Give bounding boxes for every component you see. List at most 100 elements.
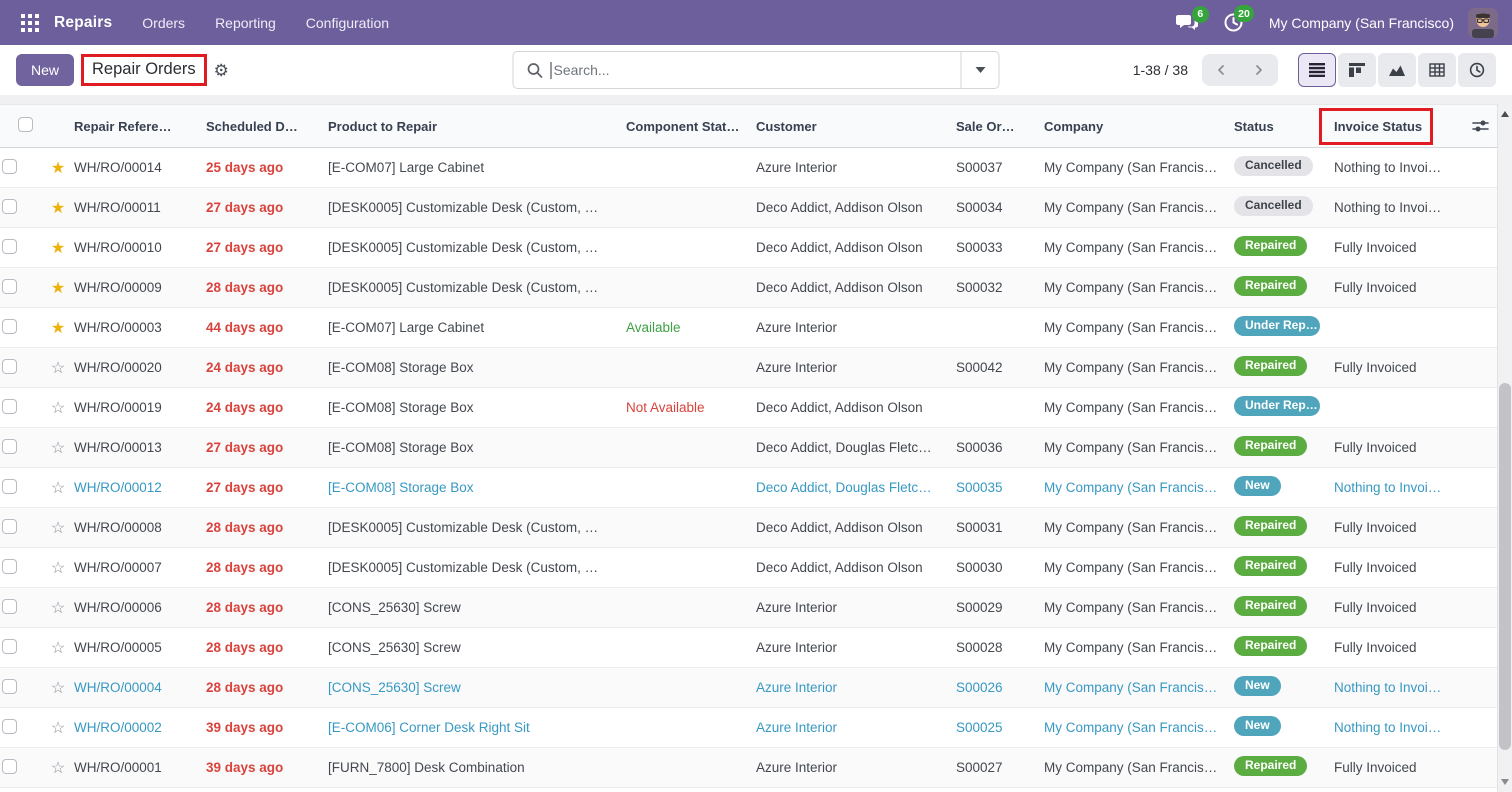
- search-dropdown-toggle[interactable]: [960, 52, 999, 88]
- adjust-columns-button[interactable]: [1464, 118, 1497, 134]
- favorite-star[interactable]: ☆: [50, 519, 66, 537]
- activities-count-badge: 20: [1234, 5, 1254, 22]
- table-row[interactable]: ☆ WH/RO/00006 28 days ago [CONS_25630] S…: [0, 588, 1497, 628]
- pivot-view-button[interactable]: [1418, 53, 1456, 87]
- column-header-sale-order[interactable]: Sale Or…: [956, 118, 1015, 134]
- row-checkbox[interactable]: [2, 398, 17, 414]
- favorite-star[interactable]: ☆: [50, 359, 66, 377]
- table-row[interactable]: ★ WH/RO/00009 28 days ago [DESK0005] Cus…: [0, 268, 1497, 308]
- new-button[interactable]: New: [16, 54, 75, 86]
- table-row[interactable]: ☆ WH/RO/00001 39 days ago [FURN_7800] De…: [0, 748, 1497, 788]
- sale-order: S00027: [956, 760, 1003, 775]
- vertical-scrollbar[interactable]: [1497, 104, 1512, 792]
- user-company-name[interactable]: My Company (San Francisco): [1268, 14, 1454, 31]
- title-annotation-box: Repair Orders: [81, 54, 207, 86]
- messages-button[interactable]: 6: [1175, 5, 1209, 32]
- invoice-status: Fully Invoiced: [1334, 240, 1417, 255]
- user-avatar[interactable]: [1468, 7, 1498, 38]
- company: My Company (San Francis…: [1044, 360, 1218, 375]
- table-row[interactable]: ★ WH/RO/00011 27 days ago [DESK0005] Cus…: [0, 188, 1497, 228]
- nav-menu-orders[interactable]: Orders: [142, 14, 186, 31]
- table-row[interactable]: ☆ WH/RO/00020 24 days ago [E-COM08] Stor…: [0, 348, 1497, 388]
- table-row[interactable]: ☆ WH/RO/00005 28 days ago [CONS_25630] S…: [0, 628, 1497, 668]
- row-checkbox[interactable]: [2, 718, 17, 734]
- row-checkbox[interactable]: [2, 318, 17, 334]
- favorite-star[interactable]: ☆: [50, 479, 66, 497]
- column-header-company[interactable]: Company: [1044, 118, 1104, 134]
- favorite-star[interactable]: ☆: [50, 639, 66, 657]
- search-input[interactable]: [551, 61, 961, 79]
- favorite-star[interactable]: ☆: [50, 399, 66, 417]
- favorite-star[interactable]: ☆: [50, 439, 66, 457]
- invoice-status: Fully Invoiced: [1334, 640, 1417, 655]
- column-header-status[interactable]: Status: [1234, 118, 1274, 134]
- column-header-product[interactable]: Product to Repair: [328, 118, 438, 134]
- row-checkbox[interactable]: [2, 558, 17, 574]
- row-checkbox[interactable]: [2, 158, 17, 174]
- nav-menu-reporting[interactable]: Reporting: [215, 14, 276, 31]
- row-checkbox[interactable]: [2, 478, 17, 494]
- status-cell: New: [1232, 676, 1332, 699]
- table-row[interactable]: ☆ WH/RO/00012 27 days ago [E-COM08] Stor…: [0, 468, 1497, 508]
- product-to-repair: [CONS_25630] Screw: [328, 640, 461, 655]
- favorite-star[interactable]: ☆: [50, 559, 66, 577]
- favorite-star[interactable]: ☆: [50, 759, 66, 777]
- kanban-view-button[interactable]: [1338, 53, 1376, 87]
- table-row[interactable]: ☆ WH/RO/00013 27 days ago [E-COM08] Stor…: [0, 428, 1497, 468]
- row-checkbox[interactable]: [2, 198, 17, 214]
- scrollbar-thumb[interactable]: [1499, 383, 1511, 750]
- column-header-customer[interactable]: Customer: [756, 118, 817, 134]
- row-checkbox[interactable]: [2, 678, 17, 694]
- favorite-star[interactable]: ☆: [50, 679, 66, 697]
- table-row[interactable]: ☆ WH/RO/00002 39 days ago [E-COM06] Corn…: [0, 708, 1497, 748]
- column-header-component-status[interactable]: Component Stat…: [626, 118, 740, 134]
- row-checkbox[interactable]: [2, 518, 17, 534]
- row-checkbox[interactable]: [2, 278, 17, 294]
- column-header-scheduled-date[interactable]: Scheduled D…: [206, 118, 298, 134]
- row-checkbox[interactable]: [2, 438, 17, 454]
- row-checkbox-cell: [0, 558, 44, 577]
- invoice-status: Nothing to Invoi…: [1334, 720, 1442, 735]
- row-checkbox[interactable]: [2, 238, 17, 254]
- favorite-star[interactable]: ★: [50, 279, 66, 297]
- favorite-star[interactable]: ★: [50, 239, 66, 257]
- table-row[interactable]: ☆ WH/RO/00008 28 days ago [DESK0005] Cus…: [0, 508, 1497, 548]
- favorite-star[interactable]: ★: [50, 319, 66, 337]
- activities-button[interactable]: 20: [1224, 5, 1254, 32]
- table-row[interactable]: ☆ WH/RO/00004 28 days ago [CONS_25630] S…: [0, 668, 1497, 708]
- list-view-button[interactable]: [1298, 53, 1336, 87]
- status-badge: Repaired: [1234, 556, 1308, 576]
- table-row[interactable]: ★ WH/RO/00014 25 days ago [E-COM07] Larg…: [0, 148, 1497, 188]
- favorite-star[interactable]: ★: [50, 199, 66, 217]
- scrollbar-up-arrow[interactable]: [1501, 111, 1509, 117]
- scrollbar-down-arrow[interactable]: [1501, 779, 1509, 785]
- gear-icon[interactable]: ⚙: [213, 60, 229, 80]
- repair-reference: WH/RO/00009: [74, 280, 162, 295]
- graph-view-button[interactable]: [1378, 53, 1416, 87]
- favorite-star[interactable]: ★: [50, 159, 66, 177]
- repair-reference: WH/RO/00011: [74, 200, 161, 215]
- activity-view-button[interactable]: [1458, 53, 1496, 87]
- pager-previous-button[interactable]: [1202, 54, 1240, 86]
- table-row[interactable]: ★ WH/RO/00010 27 days ago [DESK0005] Cus…: [0, 228, 1497, 268]
- table-row[interactable]: ☆ WH/RO/00007 28 days ago [DESK0005] Cus…: [0, 548, 1497, 588]
- row-checkbox[interactable]: [2, 358, 17, 374]
- row-checkbox[interactable]: [2, 758, 17, 774]
- favorite-star[interactable]: ☆: [50, 599, 66, 617]
- column-header-invoice-status[interactable]: Invoice Status: [1334, 118, 1423, 134]
- company: My Company (San Francis…: [1044, 480, 1218, 495]
- nav-menu-configuration[interactable]: Configuration: [305, 14, 390, 31]
- favorite-star[interactable]: ☆: [50, 719, 66, 737]
- table-row[interactable]: ☆ WH/RO/00019 24 days ago [E-COM08] Stor…: [0, 388, 1497, 428]
- apps-menu-button[interactable]: [14, 7, 46, 39]
- repair-reference: WH/RO/00007: [74, 560, 162, 575]
- sale-order: S00031: [956, 520, 1003, 535]
- pager-next-button[interactable]: [1240, 54, 1278, 86]
- search-bar[interactable]: [512, 51, 1000, 89]
- column-header-repair-reference[interactable]: Repair Refere…: [74, 118, 172, 134]
- select-all-checkbox[interactable]: [18, 117, 33, 132]
- app-brand[interactable]: Repairs: [54, 13, 113, 31]
- row-checkbox[interactable]: [2, 598, 17, 614]
- row-checkbox[interactable]: [2, 638, 17, 654]
- table-row[interactable]: ★ WH/RO/00003 44 days ago [E-COM07] Larg…: [0, 308, 1497, 348]
